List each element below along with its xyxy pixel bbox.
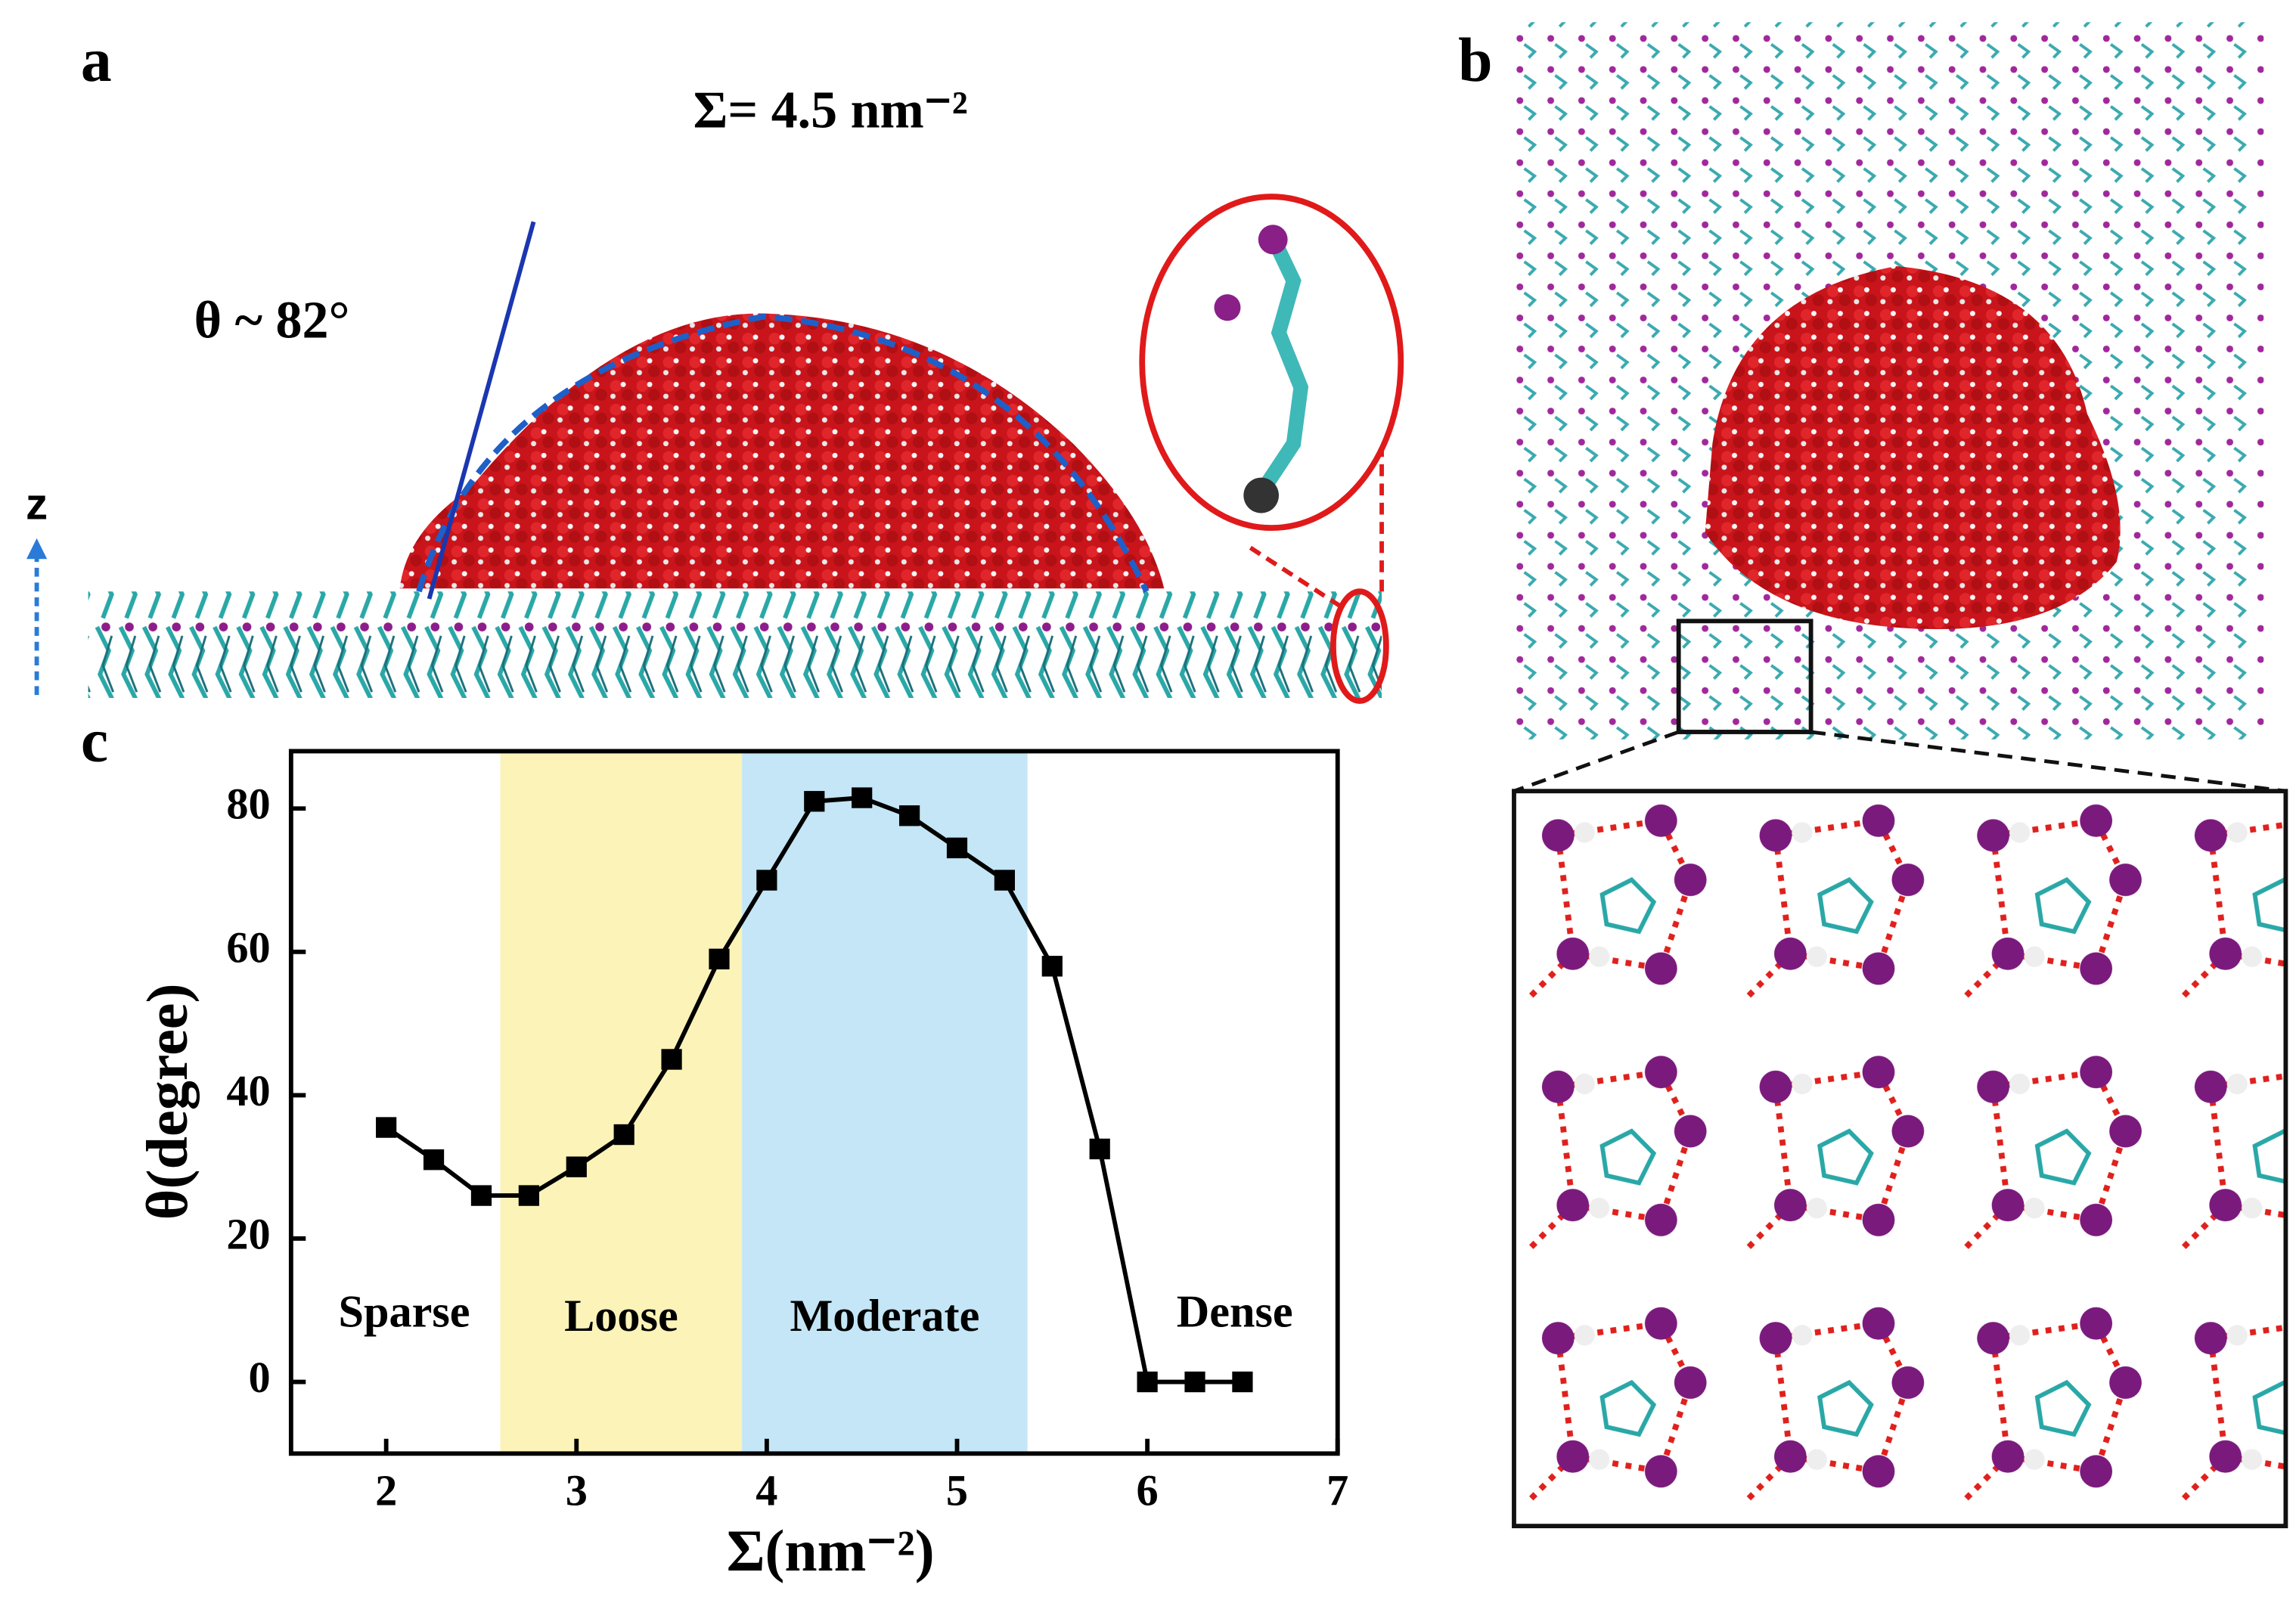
region-band	[742, 751, 1028, 1454]
data-point	[994, 870, 1016, 891]
data-point	[1232, 1371, 1253, 1393]
data-point	[1089, 1138, 1110, 1160]
zoom-lines	[1513, 730, 2286, 793]
data-point	[756, 870, 777, 891]
zoom-view	[1512, 789, 2288, 1529]
data-point	[804, 791, 825, 812]
data-point	[1041, 956, 1063, 977]
droplet	[399, 313, 1165, 589]
region-label: Moderate	[790, 1291, 979, 1341]
inset-arrows	[1248, 451, 1384, 609]
data-point	[1137, 1371, 1158, 1393]
data-point	[898, 805, 920, 826]
molecule-inset	[1139, 194, 1404, 532]
y-tick-label: 20	[226, 1209, 270, 1258]
panel-label: b	[1458, 26, 1492, 95]
plot-frame	[288, 749, 1340, 1456]
data-point	[566, 1156, 587, 1177]
x-tick-label: 6	[1137, 1465, 1159, 1515]
y-tick-label: 0	[248, 1353, 270, 1402]
data-point	[376, 1117, 397, 1138]
panel-label: a	[81, 26, 112, 95]
y-tick-label: 60	[226, 923, 270, 972]
z-arrow-head	[26, 538, 48, 560]
region-label: Dense	[1177, 1286, 1293, 1337]
fit-arc	[416, 313, 1150, 593]
atom	[1258, 225, 1288, 255]
region-label: Loose	[564, 1291, 678, 1341]
y-axis-label: θ(degree)	[135, 983, 200, 1220]
y-tick-label: 80	[226, 780, 270, 829]
substrate	[88, 591, 1382, 699]
zoom-box	[1676, 619, 1814, 734]
molecule-marker	[1330, 588, 1389, 704]
x-tick-label: 4	[756, 1465, 777, 1515]
region-label: Sparse	[338, 1286, 470, 1337]
panel-label: c	[81, 705, 108, 774]
atom	[1243, 477, 1279, 513]
data-point	[1184, 1371, 1205, 1393]
data-point	[852, 787, 873, 808]
data-point	[661, 1049, 682, 1070]
atom	[1214, 294, 1241, 321]
x-tick-label: 2	[375, 1465, 397, 1515]
droplet-top	[1705, 266, 2121, 629]
data-point	[709, 948, 730, 969]
z-axis-label: z	[26, 479, 48, 529]
data-point	[518, 1185, 539, 1206]
x-axis-label: Σ(nm⁻²)	[727, 1518, 935, 1583]
x-tick-label: 5	[946, 1465, 968, 1515]
region-band	[500, 751, 743, 1454]
data-point	[470, 1185, 492, 1206]
x-tick-label: 3	[566, 1465, 588, 1515]
surface-density-label: Σ= 4.5 nm⁻²	[693, 81, 968, 140]
plot: Loose Moderate Sparse Dense 0 20 40 60 80 2 3 4 5 6 7	[226, 749, 1348, 1515]
x-tick-label: 7	[1326, 1465, 1348, 1515]
contact-angle-label: θ ~ 82°	[194, 290, 350, 349]
data-point	[423, 1149, 445, 1171]
data-point	[613, 1124, 635, 1146]
y-tick-label: 40	[226, 1066, 270, 1115]
tangent-line	[427, 221, 536, 600]
data-point	[946, 837, 968, 859]
molecule-chain	[1258, 240, 1309, 492]
